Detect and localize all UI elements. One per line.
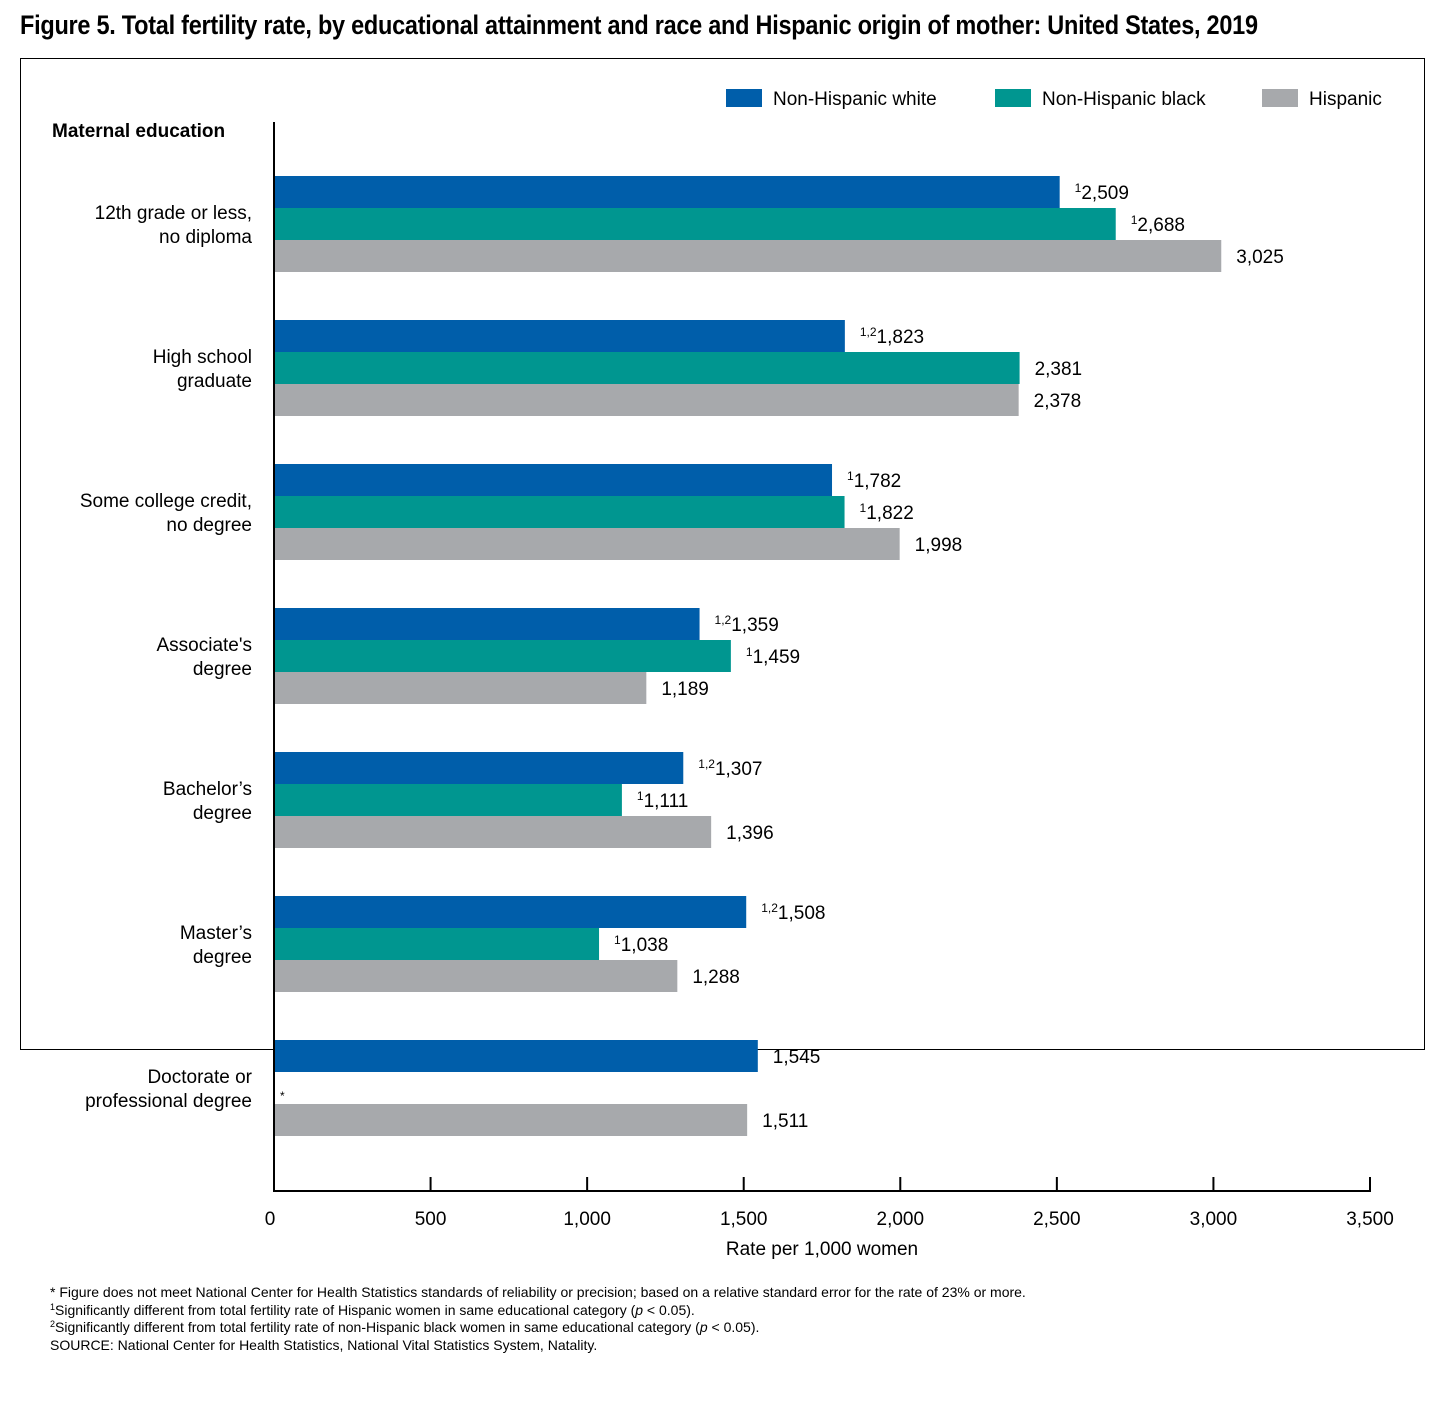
value-label-1-1: 2,381	[1035, 359, 1083, 380]
bar-3-0	[274, 608, 700, 640]
footnote-2: 2Significantly different from total fert…	[50, 1319, 1026, 1337]
value-label-0-0: 12,509	[1075, 181, 1129, 204]
footnote-1-text: Significantly different from total ferti…	[55, 1301, 636, 1318]
bar-0-0	[274, 176, 1060, 208]
value-label-5-2: 1,288	[692, 967, 740, 988]
footnote-1: 1Significantly different from total fert…	[50, 1302, 1026, 1320]
legend-label-0: Non-Hispanic white	[773, 89, 937, 110]
bar-1-2	[274, 384, 1019, 416]
bar-0-2	[274, 240, 1222, 272]
chart-legend: Non-Hispanic white Non-Hispanic black Hisp…	[726, 89, 1382, 110]
bar-chart: Non-Hispanic white Non-Hispanic black Hisp…	[52, 89, 1394, 1260]
bar-3-2	[274, 672, 647, 704]
value-label-3-2: 1,189	[661, 679, 709, 700]
bar-5-2	[274, 960, 678, 992]
legend-swatch-1	[995, 89, 1031, 107]
value-label-0-2: 3,025	[1236, 247, 1284, 268]
x-tick-label-2: 1,000	[563, 1209, 611, 1230]
legend-swatch-2	[1262, 89, 1298, 107]
category-label-1: High school graduate	[153, 347, 252, 392]
bar-4-2	[274, 816, 712, 848]
value-label-2-2: 1,998	[915, 535, 963, 556]
value-label-1-0: 1,21,823	[860, 325, 924, 348]
value-label-5-0: 1,21,508	[761, 901, 825, 924]
bar-6-2	[274, 1104, 748, 1136]
axes-group: 0 500 1,000 1,500 2,000 2,500 3,000 3,500	[265, 122, 1394, 1230]
value-label-6-0: 1,545	[773, 1047, 821, 1068]
value-label-4-2: 1,396	[726, 823, 774, 844]
x-tick-label-5: 2,500	[1033, 1209, 1081, 1230]
footnote-2-text: Significantly different from total ferti…	[55, 1319, 700, 1335]
value-label-4-0: 1,21,307	[698, 757, 762, 780]
legend-label-2: Hispanic	[1309, 89, 1382, 110]
category-label-2: Some college credit, no degree	[80, 491, 252, 536]
figure-title: Figure 5. Total fertility rate, by educa…	[20, 10, 1258, 40]
value-label-6-2: 1,511	[762, 1111, 808, 1132]
bar-4-0	[274, 752, 684, 784]
category-label-3: Associate's degree	[156, 635, 252, 680]
legend-label-1: Non-Hispanic black	[1042, 89, 1206, 110]
x-axis-title: Rate per 1,000 women	[726, 1239, 918, 1260]
value-label-0-1: 12,688	[1131, 213, 1185, 236]
category-label-5: Master’s degree	[180, 923, 252, 968]
footnotes: * Figure does not meet National Center f…	[50, 1284, 1026, 1354]
bar-1-0	[274, 320, 845, 352]
bar-2-1	[274, 496, 845, 528]
footnote-1-mark: 1	[50, 1301, 56, 1312]
bar-1-1	[274, 352, 1020, 384]
value-label-2-1: 11,822	[860, 501, 914, 524]
bar-2-0	[274, 464, 833, 496]
footnote-2-p: p	[699, 1319, 708, 1335]
footnote-1-pvalue: < 0.05).	[643, 1301, 695, 1318]
footnote-2-mark: 2	[50, 1319, 56, 1329]
category-label-4: Bachelor’s degree	[163, 779, 252, 824]
bar-2-2	[274, 528, 900, 560]
category-label-6: Doctorate or professional degree	[85, 1067, 253, 1112]
footnote-1-p: p	[635, 1301, 644, 1318]
bars-group	[274, 176, 1222, 1136]
y-axis-title: Maternal education	[52, 121, 225, 142]
bar-5-1	[274, 928, 600, 960]
bar-0-1	[274, 208, 1116, 240]
x-tick-label-1: 500	[415, 1209, 447, 1230]
x-tick-label-3: 1,500	[720, 1209, 768, 1230]
legend-swatch-0	[726, 89, 762, 107]
value-label-3-0: 1,21,359	[715, 613, 779, 636]
value-label-3-1: 11,459	[746, 645, 800, 668]
footnote-2-pvalue: < 0.05).	[707, 1319, 760, 1335]
category-labels-group: 12th grade or less, no diploma High school…	[80, 203, 253, 1112]
footnote-asterisk: * Figure does not meet National Center f…	[50, 1284, 1026, 1300]
footnote-source: SOURCE: National Center for Health Stati…	[50, 1336, 598, 1353]
bar-6-0	[274, 1040, 758, 1072]
x-tick-label-6: 3,000	[1190, 1209, 1238, 1230]
category-label-0: 12th grade or less, no diploma	[95, 203, 253, 248]
x-tick-label-7: 3,500	[1346, 1209, 1394, 1230]
value-label-4-1: 11,111	[637, 789, 688, 812]
value-label-5-1: 11,038	[614, 933, 668, 956]
unreliable-mark-6-1: *	[280, 1089, 285, 1103]
x-tick-label-0: 0	[265, 1209, 276, 1230]
x-tick-label-4: 2,000	[877, 1209, 925, 1230]
bar-4-1	[274, 784, 622, 816]
value-label-1-2: 2,378	[1034, 391, 1082, 412]
bar-3-1	[274, 640, 731, 672]
value-label-2-0: 11,782	[847, 469, 901, 492]
bar-5-0	[274, 896, 747, 928]
